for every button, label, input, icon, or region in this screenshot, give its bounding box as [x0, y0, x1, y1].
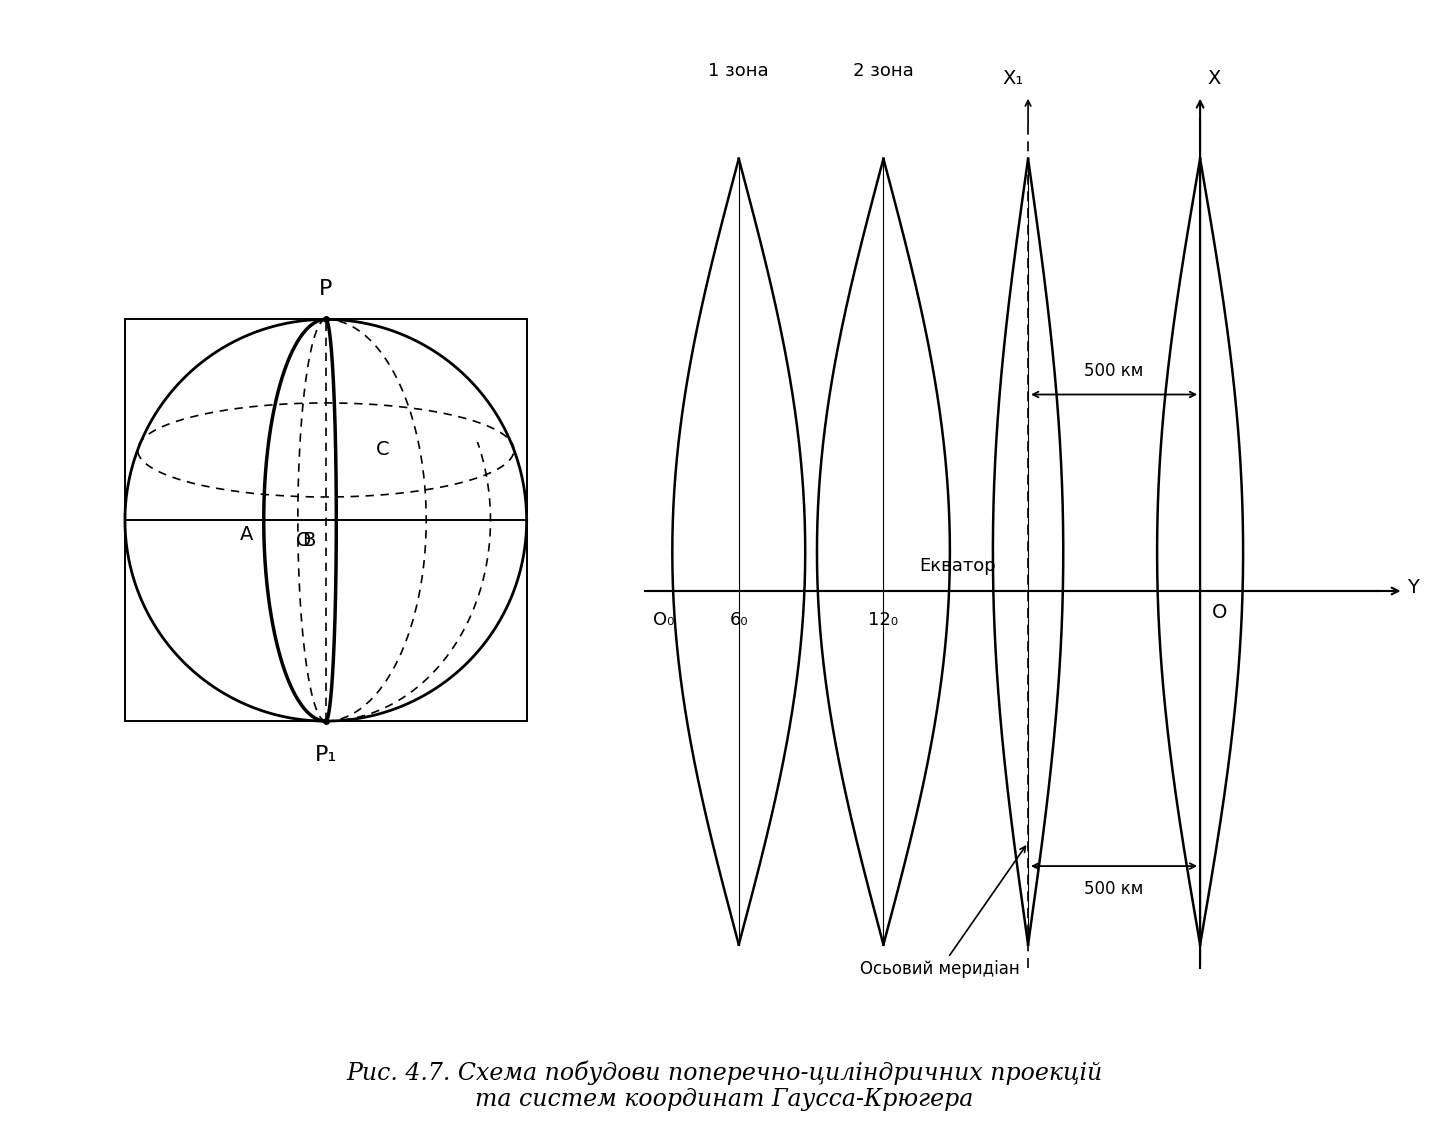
Text: B: B: [301, 530, 316, 550]
Text: X₁: X₁: [1003, 69, 1024, 88]
Text: O: O: [1212, 603, 1228, 622]
Text: 2 зона: 2 зона: [853, 62, 914, 80]
Text: Осьовий меридіан: Осьовий меридіан: [860, 846, 1025, 978]
Text: 500 км: 500 км: [1085, 362, 1144, 380]
Bar: [125, 319, 527, 722]
Text: Екватор: Екватор: [919, 558, 996, 576]
Text: Рис. 4.7. Схема побудови поперечно-циліндричних проекцій
та систем координат Гау: Рис. 4.7. Схема побудови поперечно-цилін…: [346, 1060, 1102, 1112]
Text: 12₀: 12₀: [869, 611, 899, 629]
Text: O₀: O₀: [653, 611, 675, 629]
Text: A: A: [240, 525, 253, 544]
Text: 1 зона: 1 зона: [708, 62, 769, 80]
Text: C: C: [376, 440, 390, 459]
Text: P: P: [319, 279, 333, 300]
Text: 500 км: 500 км: [1085, 880, 1144, 898]
Text: Y: Y: [1407, 578, 1419, 596]
Text: 6₀: 6₀: [730, 611, 749, 629]
Text: X: X: [1208, 69, 1221, 88]
Text: O: O: [297, 530, 311, 550]
Text: P₁: P₁: [314, 745, 337, 766]
